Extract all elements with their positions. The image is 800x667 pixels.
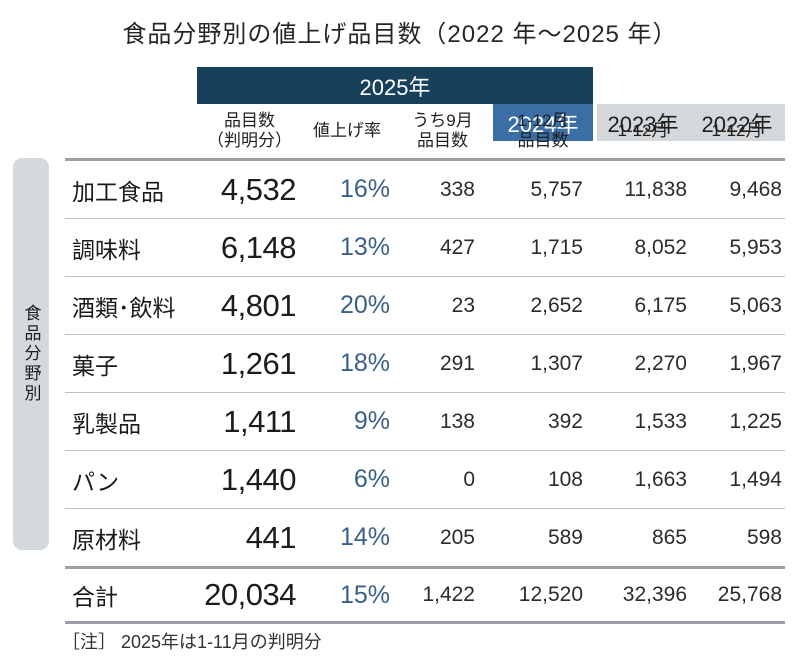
col-header-2022: 1-12月 <box>711 120 763 140</box>
row-september: 0 <box>463 467 475 491</box>
total-2022: 25,768 <box>717 583 782 606</box>
row-2022: 5,063 <box>729 293 782 317</box>
row-items: 441 <box>245 519 297 555</box>
row-2022: 9,468 <box>729 177 782 201</box>
row-2022: 5,953 <box>729 235 782 259</box>
row-2024: 5,757 <box>530 177 583 201</box>
band-2022: 2022年 <box>701 111 773 137</box>
col-header-items: 品目数 （判明分） <box>207 110 292 150</box>
row-2023: 6,175 <box>634 293 687 317</box>
row-2024: 1,715 <box>530 235 583 259</box>
row-september: 205 <box>439 525 475 549</box>
band-2024: 2024年 <box>493 104 593 141</box>
row-september: 338 <box>439 177 475 201</box>
price-increase-table: 2025年 2024年 2023年 2022年 品目数 （判明分） 値上げ率 う… <box>65 67 785 624</box>
total-items: 20,034 <box>204 577 296 612</box>
row-2023: 1,533 <box>634 409 687 433</box>
row-2022: 1,494 <box>729 467 782 491</box>
col-header-2023: 1-12月 <box>617 120 669 140</box>
year-band-row: 2025年 2024年 2023年 2022年 <box>65 67 785 141</box>
row-rate: 20% <box>339 291 390 319</box>
table-row: 菓子 1,261 18% 291 1,307 2,270 1,967 <box>65 335 785 393</box>
row-items: 6,148 <box>220 229 297 265</box>
row-2022: 1,967 <box>729 351 782 375</box>
row-september: 427 <box>439 235 475 259</box>
total-rate: 15% <box>339 580 390 609</box>
col-header-september: うち9月 品目数 <box>412 110 473 150</box>
row-2022: 598 <box>746 525 782 549</box>
table-row: 乳製品 1,411 9% 138 392 1,533 1,225 <box>65 393 785 451</box>
row-category: 乳製品 <box>72 410 141 437</box>
total-september: 1,422 <box>422 583 475 606</box>
table-row: 加工食品 4,532 16% 338 5,757 11,838 9,468 <box>65 161 785 219</box>
row-category: 調味料 <box>72 236 141 263</box>
row-2024: 2,652 <box>530 293 583 317</box>
table-row: パン 1,440 6% 0 108 1,663 1,494 <box>65 451 785 509</box>
row-category: 菓子 <box>72 352 118 379</box>
row-category: 酒類･飲料 <box>72 294 176 321</box>
row-2023: 2,270 <box>634 351 687 375</box>
row-september: 138 <box>439 409 475 433</box>
table-body: 加工食品 4,532 16% 338 5,757 11,838 9,468 調味… <box>65 158 785 566</box>
row-rate: 16% <box>339 175 390 203</box>
table-row: 調味料 6,148 13% 427 1,715 8,052 5,953 <box>65 219 785 277</box>
category-axis-label: 食品分野別 <box>21 304 41 404</box>
table-total-row: 合計 20,034 15% 1,422 12,520 32,396 25,768 <box>65 566 785 624</box>
row-2023: 865 <box>651 525 687 549</box>
row-items: 4,532 <box>220 171 297 207</box>
band-2023: 2023年 <box>607 111 679 137</box>
table-row: 酒類･飲料 4,801 20% 23 2,652 6,175 5,063 <box>65 277 785 335</box>
total-category: 合計 <box>72 584 118 610</box>
band-2025: 2025年 <box>197 67 593 104</box>
row-2024: 589 <box>547 525 583 549</box>
row-rate: 18% <box>339 349 390 377</box>
total-2023: 32,396 <box>622 583 687 606</box>
col-header-rate: 値上げ率 <box>313 120 381 140</box>
row-rate: 13% <box>339 233 390 261</box>
row-items: 1,261 <box>220 345 297 381</box>
row-items: 1,411 <box>223 403 296 439</box>
total-2024: 12,520 <box>518 583 583 606</box>
row-items: 4,801 <box>220 287 297 323</box>
col-header-2024: 1-12月 品目数 <box>517 110 569 150</box>
column-header-row: 品目数 （判明分） 値上げ率 うち9月 品目数 1-12月 品目数 1-12月 … <box>65 104 785 158</box>
row-rate: 9% <box>353 407 390 435</box>
row-september: 291 <box>439 351 475 375</box>
page-title: 食品分野別の値上げ品目数（2022 年～2025 年） <box>122 21 678 48</box>
row-2022: 1,225 <box>729 409 782 433</box>
footnote: ［注］ 2025年は1-11月の判明分 <box>62 632 322 652</box>
row-category: パン <box>72 468 120 495</box>
row-rate: 14% <box>339 523 390 551</box>
band-previous-years: 2023年 2022年 <box>597 104 785 141</box>
row-2024: 392 <box>547 409 583 433</box>
row-september: 23 <box>451 293 475 317</box>
row-category: 加工食品 <box>72 178 164 205</box>
row-2023: 8,052 <box>634 235 687 259</box>
category-axis-bar: 食品分野別 <box>13 158 49 550</box>
row-2024: 1,307 <box>530 351 583 375</box>
table-row: 原材料 441 14% 205 589 865 598 <box>65 509 785 566</box>
row-rate: 6% <box>353 465 390 493</box>
row-category: 原材料 <box>72 526 141 553</box>
row-2023: 11,838 <box>624 177 687 201</box>
row-2023: 1,663 <box>634 467 687 491</box>
row-items: 1,440 <box>220 461 297 497</box>
row-2024: 108 <box>547 467 583 491</box>
